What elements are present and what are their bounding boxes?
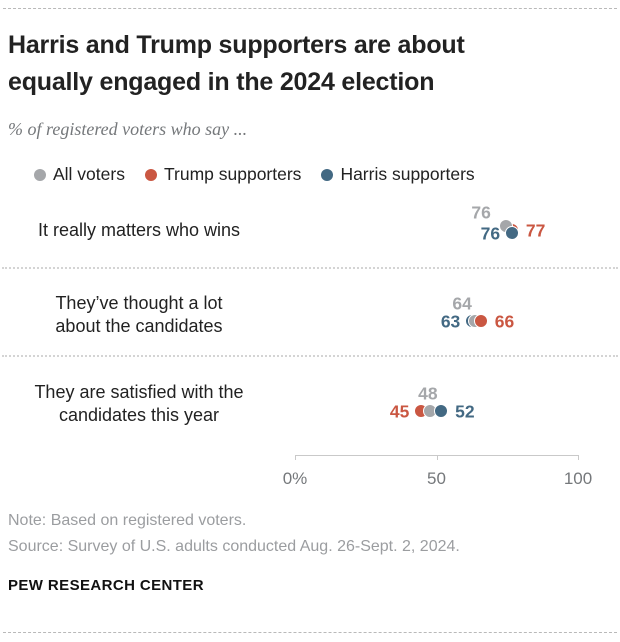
- row-label-line: They’ve thought a lot: [55, 293, 223, 313]
- harris-value-label: 63: [440, 311, 461, 332]
- row-separator: [2, 355, 618, 357]
- legend-label: All voters: [53, 164, 125, 184]
- row-label-line: They are satisfied with the: [34, 382, 244, 402]
- trump-dot: [473, 314, 488, 328]
- x-axis-label: 0%: [282, 469, 308, 488]
- chart-title-line: equally engaged in the 2024 election: [8, 68, 435, 96]
- brand-footer: PEW RESEARCH CENTER: [8, 577, 204, 594]
- x-axis-tick: [436, 455, 438, 460]
- trump-value-label: 77: [525, 220, 546, 241]
- legend-item-trump: Trump supporters: [144, 164, 302, 185]
- all-value-label: 64: [452, 293, 472, 314]
- harris-legend-dot-icon: [321, 168, 334, 181]
- legend-item-all: All voters: [34, 164, 125, 185]
- row-label-line: about the candidates: [55, 316, 223, 336]
- chart-subtitle: % of registered voters who say ...: [8, 119, 248, 139]
- trump-legend-dot-icon: [144, 168, 157, 181]
- harris-value-label: 52: [455, 401, 475, 422]
- chart-title: Harris and Trump supporters are about eq…: [8, 27, 612, 101]
- x-axis-tick: [578, 455, 579, 460]
- row-separator: [2, 267, 618, 269]
- trump-value-label: 45: [389, 401, 410, 422]
- all-value-label: 48: [418, 383, 438, 404]
- note-text: Note: Based on registered voters.: [8, 512, 247, 529]
- x-axis-label: 50: [427, 469, 446, 488]
- trump-value-label: 66: [494, 311, 515, 332]
- legend-label: Trump supporters: [163, 164, 302, 184]
- chart-title-line: Harris and Trump supporters are about: [8, 31, 465, 59]
- row-label: It really matters who wins: [0, 219, 278, 242]
- all-value-label: 76: [471, 202, 491, 223]
- row-label: They’ve thought a lot about the candidate…: [0, 292, 278, 338]
- x-axis-label: 100: [563, 469, 593, 488]
- all-legend-dot-icon: [34, 168, 46, 181]
- row-label-line: It really matters who wins: [37, 220, 241, 240]
- source-text: Source: Survey of U.S. adults conducted …: [8, 538, 460, 555]
- harris-dot: [505, 226, 520, 240]
- legend-label: Harris supporters: [340, 164, 475, 184]
- row-label-line: candidates this year: [58, 405, 220, 425]
- top-divider: [3, 8, 617, 9]
- row-label: They are satisfied with the candidates th…: [0, 381, 278, 427]
- harris-value-label: 76: [480, 223, 501, 244]
- harris-dot: [434, 404, 449, 418]
- bottom-divider: [3, 632, 617, 633]
- x-axis-tick: [295, 455, 296, 460]
- legend-item-harris: Harris supporters: [321, 164, 475, 185]
- legend: All voters Trump supporters Harris support…: [34, 164, 475, 185]
